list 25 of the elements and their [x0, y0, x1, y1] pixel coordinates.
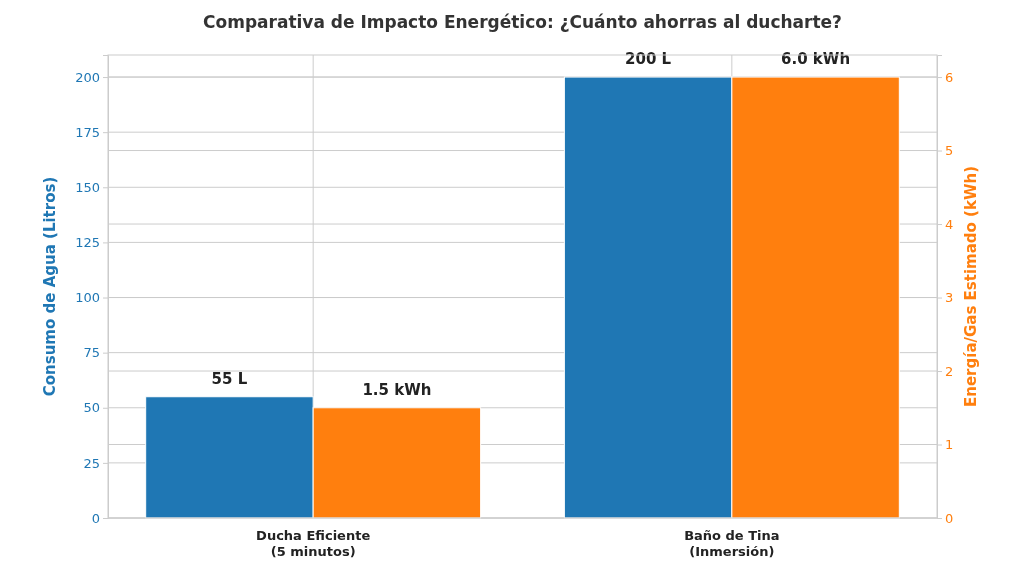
y-tick-label: 125 [75, 235, 100, 251]
y-tick-label: 175 [75, 124, 100, 140]
data-label: 1.5 kWh [362, 380, 432, 399]
y2-tick-label: 3 [945, 290, 954, 306]
y-tick-label: 0 [91, 510, 100, 526]
data-label: 6.0 kWh [781, 50, 851, 69]
chart-title: Comparativa de Impacto Energético: ¿Cuánto ahorras al ducharte? [203, 12, 842, 32]
y-tick-label: 100 [75, 290, 100, 306]
y-axis-title: Consumo de Agua (Litros) [41, 176, 59, 397]
y-tick-label: 75 [83, 345, 100, 361]
y2-tick-label: 4 [945, 216, 954, 232]
data-label: 55 L [211, 369, 248, 388]
y-tick-label: 150 [75, 179, 100, 195]
y-tick-label: 50 [83, 400, 100, 416]
y-tick-label: 200 [75, 69, 100, 85]
y2-tick-label: 6 [945, 69, 954, 85]
y2-tick-label: 1 [945, 437, 954, 453]
x-tick-label: Baño de Tina (Inmersión) [684, 528, 780, 559]
y2-tick-label: 2 [945, 363, 954, 379]
y2-axis-title: Energía/Gas Estimado (kWh) [962, 166, 980, 407]
y2-tick-label: 0 [945, 510, 954, 526]
data-label: 200 L [625, 50, 672, 69]
y-tick-label: 25 [83, 455, 100, 471]
x-tick-label: Ducha Eficiente (5 minutos) [256, 528, 371, 559]
y2-tick-label: 5 [945, 143, 954, 159]
